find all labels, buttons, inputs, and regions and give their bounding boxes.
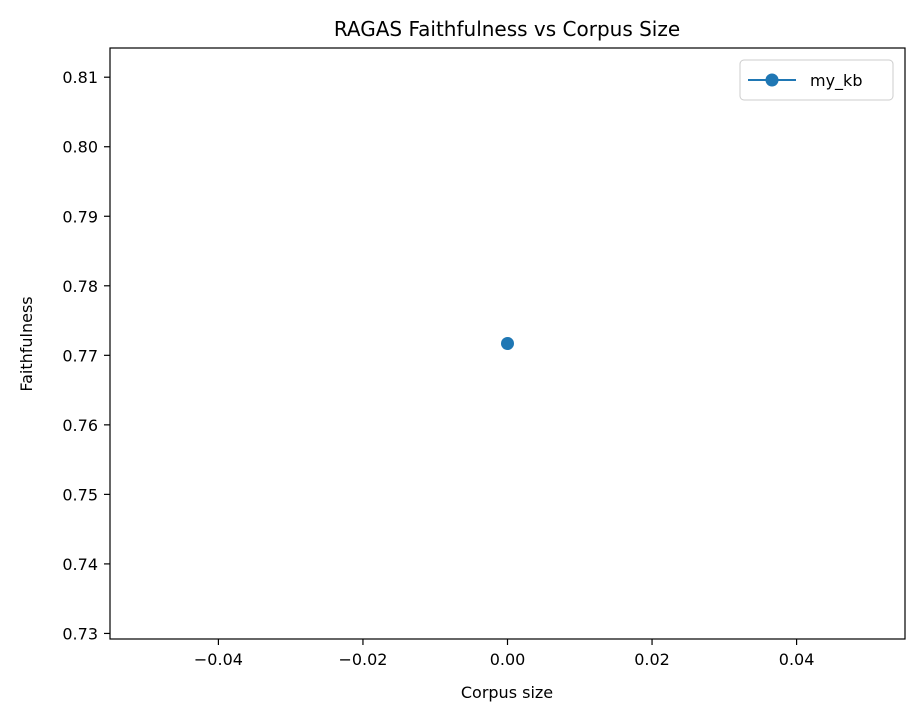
y-tick-label: 0.81 xyxy=(62,68,98,87)
chart-title: RAGAS Faithfulness vs Corpus Size xyxy=(334,17,680,41)
y-tick-label: 0.76 xyxy=(62,416,98,435)
x-axis-ticks: −0.04 −0.02 0.00 0.02 0.04 xyxy=(194,639,815,669)
series-layer xyxy=(501,337,514,350)
y-tick-label: 0.78 xyxy=(62,277,98,296)
y-tick-label: 0.73 xyxy=(62,624,98,643)
y-tick-label: 0.80 xyxy=(62,138,98,157)
legend: my_kb xyxy=(739,59,894,101)
x-axis-label: Corpus size xyxy=(461,683,553,702)
plot-frame xyxy=(109,47,906,640)
data-point xyxy=(501,337,514,350)
y-tick-label: 0.79 xyxy=(62,207,98,226)
y-axis-ticks: 0.73 0.74 0.75 0.76 0.77 0.78 0.79 0.80 0.81 xyxy=(62,68,110,643)
legend-marker-my-kb xyxy=(765,73,779,87)
x-tick-label: 0.00 xyxy=(490,650,526,669)
legend-box xyxy=(739,59,894,101)
x-tick-label: 0.02 xyxy=(634,650,670,669)
x-tick-label: 0.04 xyxy=(779,650,815,669)
y-axis-label: Faithfulness xyxy=(17,296,36,391)
x-tick-label: −0.02 xyxy=(338,650,387,669)
y-tick-label: 0.77 xyxy=(62,346,98,365)
y-tick-label: 0.75 xyxy=(62,485,98,504)
y-tick-label: 0.74 xyxy=(62,555,98,574)
x-tick-label: −0.04 xyxy=(194,650,243,669)
legend-label-my-kb: my_kb xyxy=(810,71,862,91)
